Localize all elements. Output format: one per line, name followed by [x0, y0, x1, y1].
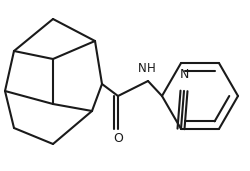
Text: O: O: [113, 133, 123, 146]
Text: H: H: [146, 62, 156, 76]
Text: N: N: [180, 68, 190, 81]
Text: N: N: [138, 62, 146, 76]
